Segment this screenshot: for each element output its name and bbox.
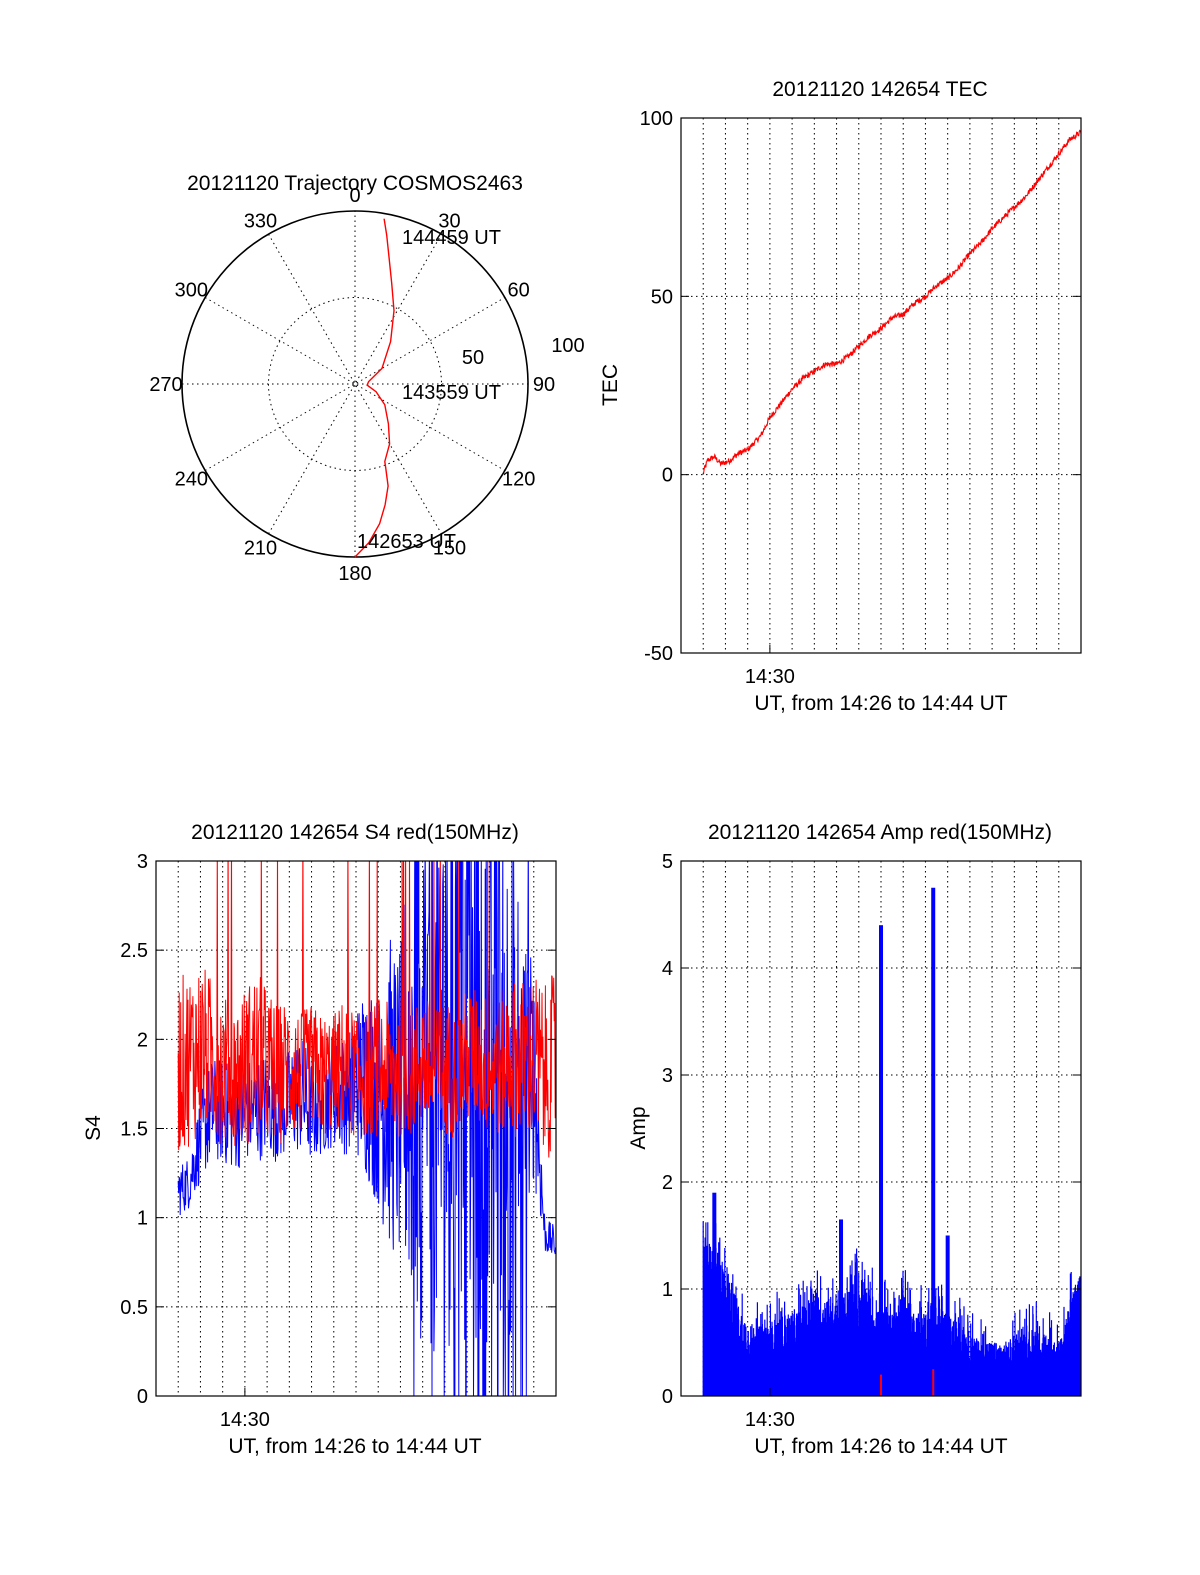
amp-y-tick-label: 1 — [662, 1279, 673, 1301]
amp-series — [702, 887, 1082, 1396]
amp-y-tick-label: 3 — [662, 1065, 673, 1087]
amp-x-axis-label: UT, from 14:26 to 14:44 UT — [754, 1435, 1007, 1458]
amp-y-tick-label: 2 — [662, 1172, 673, 1194]
s4-y-tick-label: 2.5 — [120, 940, 148, 962]
amp-panel: 20121120 142654 Amp red(150MHz) 0 1 2 3 4 5 1… — [627, 821, 1082, 1458]
s4-series — [177, 861, 556, 1396]
s4-series-red-line — [177, 861, 556, 1158]
s4-ticks — [156, 860, 556, 1397]
s4-y-tick-label: 0 — [137, 1386, 148, 1408]
trajectory-angle-labels: 0 30 60 90 120 150 180 210 240 270 300 330 — [149, 185, 555, 585]
amp-spike-4 — [945, 1235, 950, 1396]
amp-y-tick-labels: 0 1 2 3 4 5 — [662, 851, 673, 1408]
trajectory-time-label-end: 144459 UT — [402, 227, 501, 249]
s4-grid — [156, 861, 556, 1396]
amp-series-blue-fill — [702, 1221, 1082, 1396]
amp-y-tick-label: 4 — [662, 958, 673, 980]
s4-y-tick-label: 1 — [137, 1208, 148, 1230]
amp-series-red-mark — [880, 1374, 882, 1396]
amp-y-tick-label: 5 — [662, 851, 673, 873]
trajectory-angle-label-90: 90 — [533, 374, 555, 396]
s4-y-tick-label: 0.5 — [120, 1297, 148, 1319]
trajectory-angle-label-120: 120 — [502, 469, 535, 491]
tec-title: 20121120 142654 TEC — [772, 78, 987, 101]
trajectory-angle-label-300: 300 — [175, 280, 208, 302]
trajectory-angle-label-60: 60 — [508, 280, 530, 302]
s4-panel: 20121120 142654 S4 red(150MHz) 0 0.5 1 1.5 2… — [82, 821, 557, 1458]
s4-y-tick-labels: 0 0.5 1 1.5 2 2.5 3 — [120, 851, 148, 1408]
amp-spike-3 — [839, 1219, 843, 1396]
trajectory-time-label-start: 142653 UT — [357, 531, 456, 553]
amp-ticks — [681, 860, 1081, 1397]
tec-ticks — [681, 117, 1081, 654]
trajectory-grid — [182, 211, 528, 557]
s4-x-tick-label: 14:30 — [220, 1409, 270, 1431]
trajectory-angle-label-180: 180 — [338, 563, 371, 585]
trajectory-radial-label-100: 100 — [551, 335, 584, 357]
s4-title: 20121120 142654 S4 red(150MHz) — [191, 821, 519, 844]
tec-y-axis-label: TEC — [599, 364, 622, 406]
trajectory-angle-label-150: 150 — [433, 538, 466, 560]
tec-y-tick-label: 0 — [662, 465, 673, 487]
s4-y-tick-label: 3 — [137, 851, 148, 873]
tec-plot-frame — [680, 117, 1082, 654]
trajectory-time-label-mid: 143559 UT — [402, 382, 501, 404]
amp-spike-1 — [931, 887, 936, 1396]
trajectory-angle-label-330: 330 — [244, 210, 277, 232]
s4-y-tick-label: 1.5 — [120, 1119, 148, 1141]
amp-y-axis-label: Amp — [627, 1106, 650, 1149]
tec-x-tick-label: 14:30 — [745, 666, 795, 688]
amp-spike-2 — [712, 1192, 717, 1396]
tec-panel: 20121120 142654 TEC -50 0 50 100 14:30 UT, … — [599, 78, 1082, 715]
trajectory-track — [354, 218, 395, 558]
tec-y-tick-label: -50 — [644, 643, 673, 665]
trajectory-angle-label-0: 0 — [349, 185, 360, 207]
s4-x-axis-label: UT, from 14:26 to 14:44 UT — [228, 1435, 481, 1458]
s4-y-tick-label: 2 — [137, 1029, 148, 1051]
amp-series-red-mark — [932, 1369, 935, 1396]
tec-y-tick-label: 50 — [651, 286, 673, 308]
trajectory-angle-label-240: 240 — [175, 469, 208, 491]
trajectory-angle-label-270: 270 — [149, 374, 182, 396]
amp-x-tick-label: 14:30 — [745, 1409, 795, 1431]
trajectory-angle-label-30: 30 — [438, 210, 460, 232]
tec-series — [702, 129, 1082, 475]
trajectory-angle-label-210: 210 — [244, 538, 277, 560]
s4-y-axis-label: S4 — [82, 1115, 105, 1141]
amp-plot-frame — [680, 860, 1082, 1397]
tec-y-tick-label: 100 — [640, 108, 673, 130]
trajectory-title: 20121120 Trajectory COSMOS2463 — [187, 172, 523, 195]
tec-grid — [681, 118, 1081, 653]
trajectory-radial-label-50: 50 — [462, 347, 484, 369]
amp-title: 20121120 142654 Amp red(150MHz) — [708, 821, 1052, 844]
trajectory-panel: 20121120 Trajectory COSMOS2463 0 30 60 90 12… — [149, 172, 584, 585]
tec-x-axis-label: UT, from 14:26 to 14:44 UT — [754, 692, 1007, 715]
amp-y-tick-label: 0 — [662, 1386, 673, 1408]
tec-series-line — [702, 129, 1082, 475]
tec-y-tick-labels: -50 0 50 100 — [640, 108, 673, 665]
amp-spike-0 — [879, 925, 883, 1396]
